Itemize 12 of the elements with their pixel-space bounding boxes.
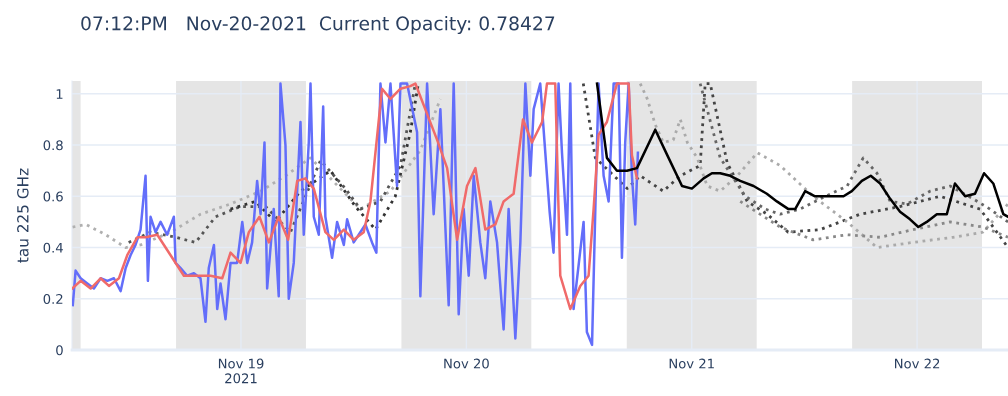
x-tick-label: Nov 19 2021	[218, 358, 264, 384]
y-axis-title: tau 225 GHz	[17, 168, 29, 263]
y-tick-label: 0	[56, 345, 63, 356]
y-tick-label: 0.2	[43, 293, 63, 304]
y-tick-label: 0.8	[43, 140, 63, 151]
chart-title: 07:12:PM Nov-20-2021 Current Opacity: 0.78427	[81, 15, 555, 35]
y-tick-label: 0.4	[43, 242, 63, 253]
y-tick-label: 0.6	[43, 191, 63, 202]
x-tick-label: Nov 22	[895, 358, 940, 369]
x-tick-label: Nov 21	[669, 358, 714, 369]
x-tick-label: Nov 20	[444, 358, 489, 369]
y-tick-label: 1	[56, 89, 63, 99]
